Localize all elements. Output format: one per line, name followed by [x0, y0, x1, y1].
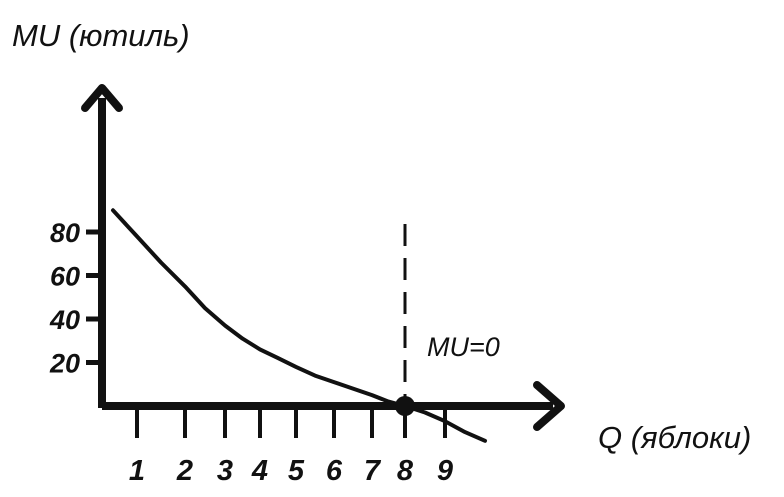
x-axis-arrow: [533, 381, 565, 431]
mu-curve: [111, 208, 487, 443]
mu-zero-point: [395, 396, 415, 416]
y-tick-label: 60: [50, 262, 80, 292]
mu-zero-label: MU=0: [427, 332, 500, 362]
x-tick-label: 5: [288, 455, 305, 487]
y-axis-arrow: [81, 84, 123, 112]
x-tick-label: 4: [251, 455, 268, 487]
x-axis-title: Q (яблоки): [598, 420, 751, 455]
y-tick-label: 80: [50, 218, 80, 248]
x-tick-label: 7: [364, 455, 382, 487]
x-tick-label: 8: [397, 455, 414, 487]
y-tick-label: 20: [49, 349, 80, 379]
x-tick-label: 1: [129, 455, 145, 487]
x-tick-label: 6: [326, 455, 343, 487]
y-tick-label: 40: [49, 305, 80, 335]
x-tick-label: 3: [217, 455, 233, 487]
x-tick-label: 2: [176, 455, 193, 487]
x-tick-label: 9: [437, 455, 453, 487]
y-axis-title: MU (ютиль): [12, 18, 190, 53]
